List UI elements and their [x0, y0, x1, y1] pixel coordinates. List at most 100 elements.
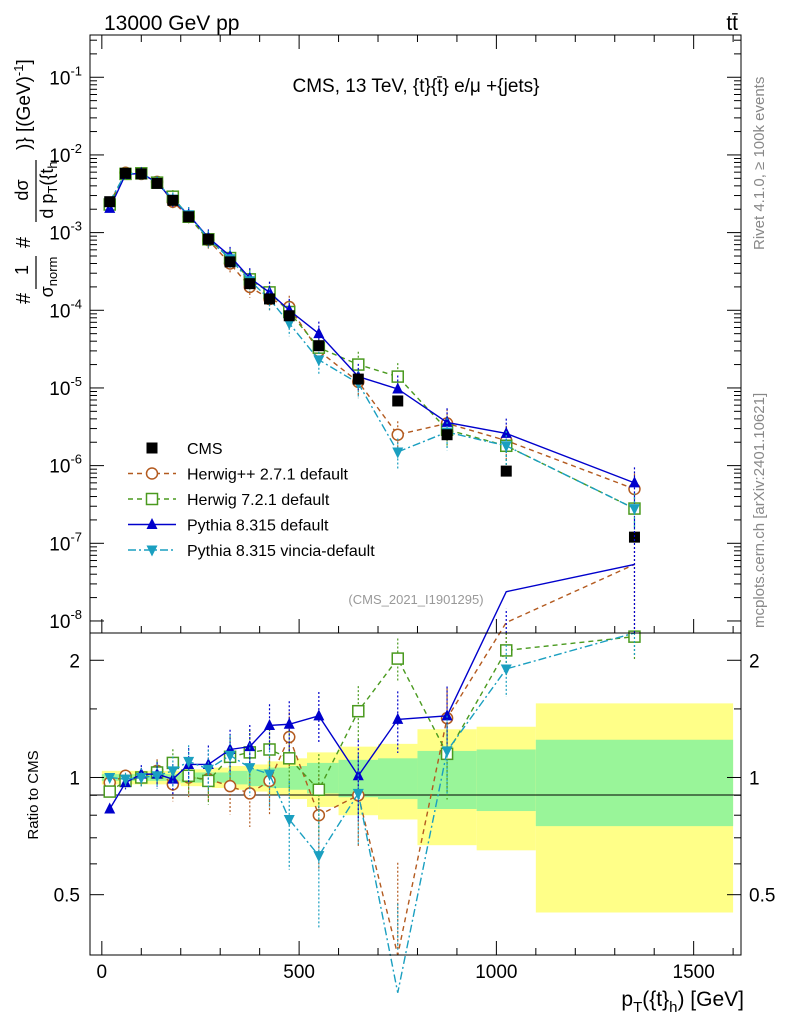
y-tick-label: 10-5: [49, 374, 82, 400]
data-point: [104, 196, 116, 208]
ratio-point: [120, 774, 132, 786]
y-label-units: )} [(GeV)-1]: [11, 59, 35, 150]
data-point: [183, 211, 195, 223]
x-tick-label: 1000: [475, 962, 517, 983]
data-point: [628, 504, 640, 516]
data-point: [224, 256, 236, 268]
data-point: [151, 177, 163, 189]
data-point: [202, 233, 214, 245]
legend-marker: [145, 492, 159, 506]
band-inner: [378, 758, 418, 800]
legend-marker: [146, 545, 158, 557]
data-point: [392, 382, 404, 394]
x-tick-label: 0: [97, 962, 108, 983]
ratio-point: [182, 769, 195, 783]
ratio-y-tick-label-right: 1: [749, 768, 760, 789]
ratio-point: [104, 802, 116, 814]
y-tick-label: 10-1: [49, 63, 82, 89]
ratio-point: [352, 788, 364, 800]
data-point: [120, 167, 132, 179]
ratio-point: [441, 746, 453, 758]
ratio-uncertainty-bands: [101, 703, 734, 913]
data-point: [441, 415, 453, 427]
rivet-version-label: Rivet 4.1.0, ≥ 100k events: [751, 77, 768, 250]
ratio-point: [392, 712, 404, 724]
ratio-y-tick-label-right: 2: [749, 651, 760, 672]
ratio-point: [313, 851, 325, 863]
mcplots-url-label: mcplots.cern.ch [arXiv:2401.10621]: [751, 393, 768, 628]
legend-entry-cms: CMS: [146, 441, 223, 458]
ratio-y-tick-label-right: 0.5: [749, 886, 775, 907]
legend-entry-herwig-2-7-1-default: Herwig++ 2.7.1 default: [128, 467, 349, 484]
x-axis: 0 500 1000 1500: [97, 35, 734, 983]
ratio-point: [243, 787, 257, 800]
ratio-y-tick-label: 2: [69, 651, 80, 672]
ratio-point: [283, 717, 295, 729]
main-axes: 10-110-210-310-410-510-610-710-8: [49, 39, 741, 633]
legend-label: Pythia 8.315 default: [187, 518, 329, 535]
legend-marker: [146, 442, 158, 454]
data-point: [628, 531, 640, 543]
main-y-axis-label: # 1 σnorm # dσ d pT({th )} [(GeV)-1]: [11, 59, 60, 304]
series-line: [109, 172, 635, 510]
y-label-dsigma: dσ: [12, 179, 32, 200]
legend-label: Herwig++ 2.7.1 default: [187, 467, 349, 484]
ratio-point: [352, 704, 365, 718]
legend-marker: [145, 467, 159, 480]
data-point: [167, 194, 179, 206]
data-point: [283, 318, 295, 330]
ratio-point: [135, 772, 147, 784]
data-point: [628, 476, 640, 488]
ratio-point: [167, 766, 179, 778]
legend-label: Herwig 7.2.1 default: [187, 492, 330, 509]
band-inner: [476, 749, 536, 812]
data-point: [392, 447, 404, 459]
series-line: [109, 172, 635, 510]
main-series-group: [103, 166, 641, 543]
y-tick-label: 10-8: [49, 607, 82, 633]
legend-entry-pythia-8-315-vincia-default: Pythia 8.315 vincia-default: [128, 543, 375, 560]
ratio-series-group: [103, 516, 641, 993]
ratio-series-pythia-8-315-vincia-default: [104, 632, 636, 993]
legend-entry-pythia-8-315-default: Pythia 8.315 default: [128, 518, 329, 535]
x-axis-label: pT({t}h) [GeV]: [621, 988, 744, 1016]
data-point: [441, 429, 453, 441]
ratio-point: [264, 718, 276, 730]
band-inner: [247, 769, 268, 787]
data-point: [313, 355, 325, 367]
ratio-y-tick-label: 1: [69, 768, 80, 789]
chart-title: CMS, 13 TeV, {t}{t̄} e/μ +{jets}: [292, 76, 539, 97]
ratio-point: [104, 772, 116, 784]
ratio-point: [282, 752, 296, 765]
analysis-id-label: (CMS_2021_I1901295): [348, 592, 483, 607]
ratio-point: [312, 783, 326, 797]
band-inner: [535, 739, 734, 827]
ratio-plot-panel: 0.5 0.5 1 1 2 2 Ratio to CMS: [25, 516, 775, 993]
ratio-point: [224, 750, 236, 762]
header-energy-label: 13000 GeV pp: [104, 12, 239, 35]
band-inner: [289, 766, 307, 790]
legend-label: Pythia 8.315 vincia-default: [187, 543, 375, 560]
ratio-y-axis-label: Ratio to CMS: [25, 750, 42, 839]
ratio-line: [109, 632, 635, 993]
data-point: [244, 278, 256, 290]
ratio-axes: 0.5 0.5 1 1 2 2: [54, 651, 776, 906]
ratio-point: [202, 774, 215, 788]
ratio-point: [202, 764, 214, 776]
ratio-point: [264, 769, 276, 781]
ratio-point: [223, 779, 237, 793]
data-point: [392, 395, 404, 407]
legend-marker: [146, 518, 158, 529]
legend: CMS Herwig++ 2.7.1 default Herwig 7.2.1 de…: [128, 441, 375, 560]
y-label-hash-2: #: [13, 236, 35, 248]
data-point: [313, 340, 325, 352]
ratio-point: [183, 756, 195, 768]
ratio-y-tick-label: 0.5: [54, 886, 80, 907]
ratio-point: [391, 652, 404, 665]
ratio-point: [283, 814, 295, 826]
ratio-line: [109, 563, 635, 956]
band-inner: [212, 772, 229, 783]
data-point: [264, 293, 276, 305]
ratio-point: [441, 709, 453, 721]
